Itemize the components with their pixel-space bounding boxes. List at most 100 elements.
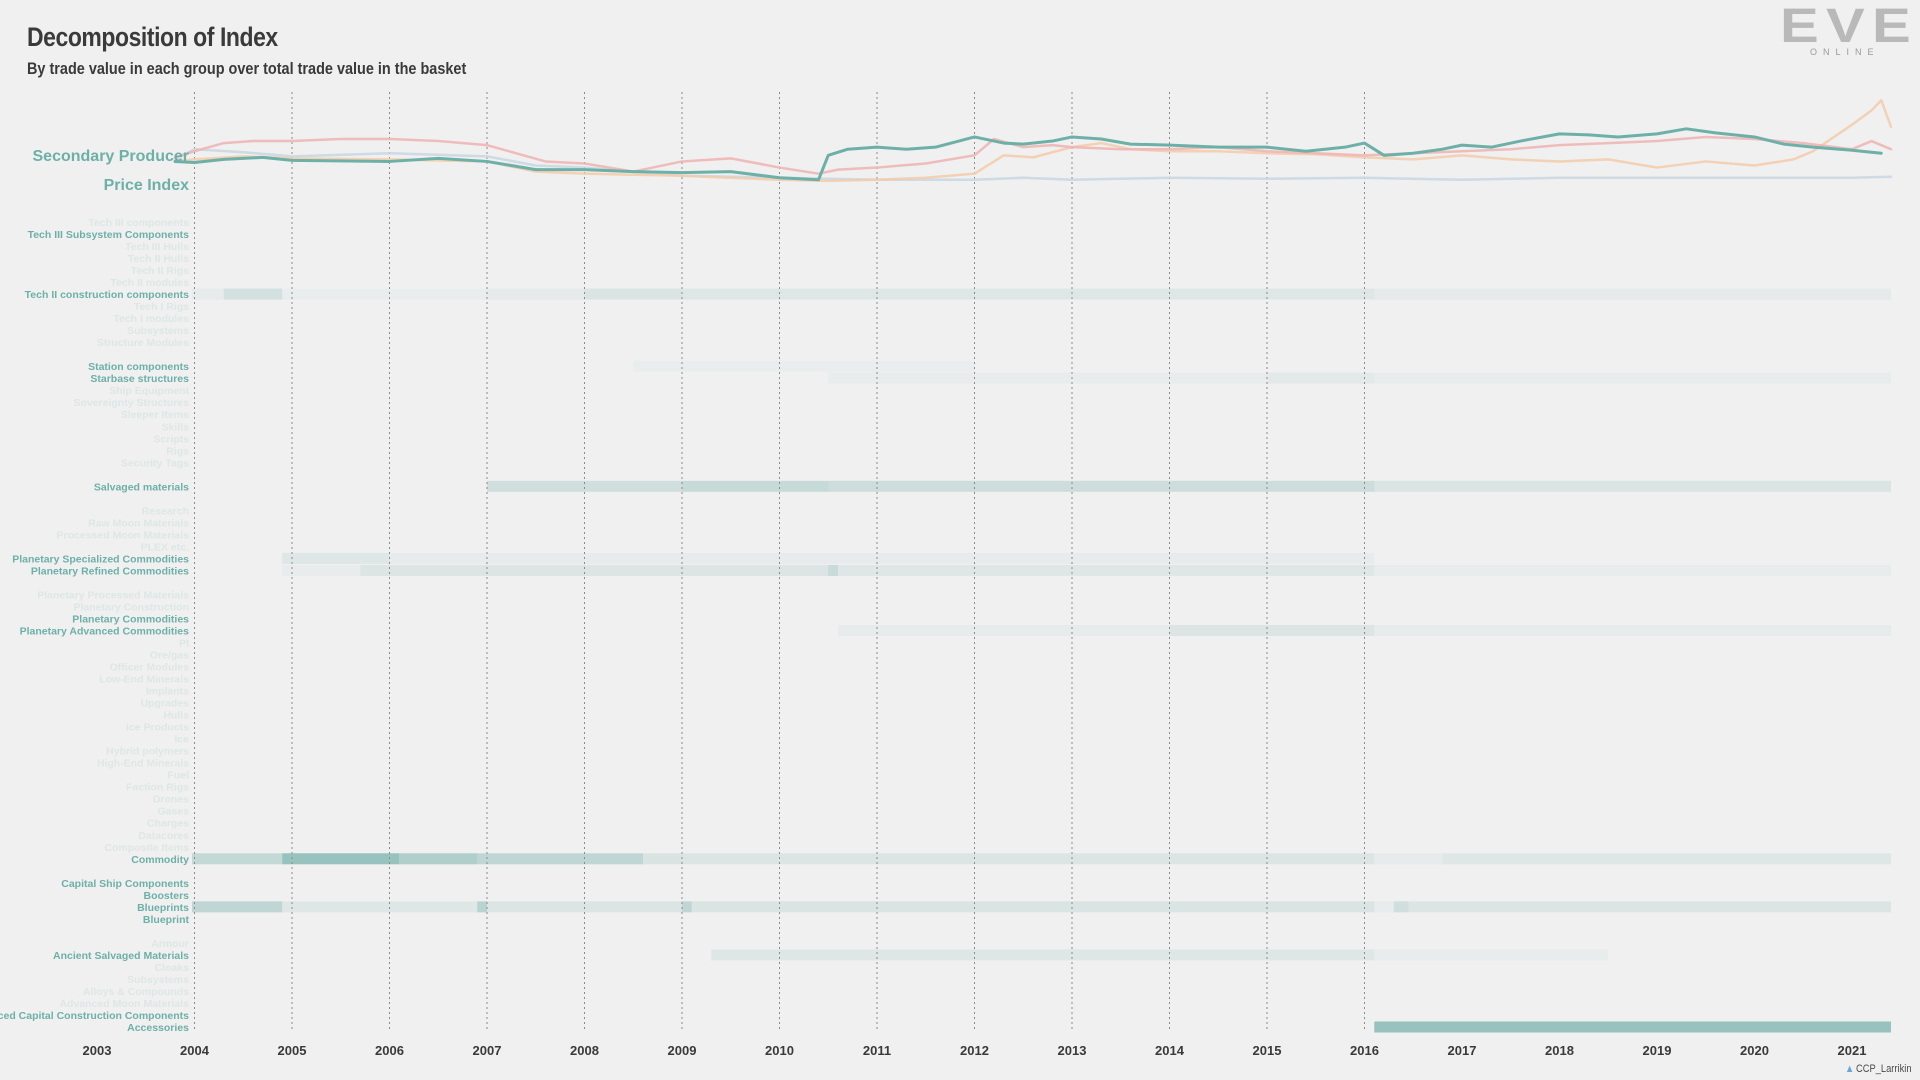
- line-chart-label: Secondary Producer Price Index: [33, 148, 190, 194]
- row-label: Planetary Commodities: [72, 613, 189, 625]
- row-label: Skills: [162, 421, 190, 433]
- logo-subtext: ONLINE: [1810, 47, 1880, 57]
- heatmap-cell: [192, 288, 224, 300]
- logo-text: EVE: [1780, 2, 1918, 53]
- heatmap-cell: [282, 289, 487, 300]
- heatmap-cell: [282, 901, 478, 913]
- price-index-lines: [173, 98, 1893, 183]
- x-tick-label: 2016: [1350, 1043, 1379, 1058]
- x-tick-label: 2014: [1155, 1043, 1185, 1058]
- index-series-line: [173, 135, 1893, 175]
- row-label: Hybrid polymers: [106, 746, 189, 758]
- heatmap-cell: [691, 901, 1375, 913]
- row-label: Research: [142, 505, 189, 517]
- row-label: Tech III components: [88, 217, 189, 229]
- line-chart-label: Secondary Producer: [33, 148, 190, 165]
- heatmap-cell: [682, 288, 1375, 300]
- row-label: Ice Products: [126, 722, 189, 734]
- x-axis: 2003 2004 2005 2006 2007 2008 2009 2010 2011 2012…: [83, 1043, 1867, 1058]
- row-label: Accessories: [127, 1022, 189, 1034]
- row-label: Composite Items: [104, 842, 189, 854]
- row-label: Raw Moon Materials: [88, 517, 189, 529]
- row-label: High-End Minerals: [97, 758, 189, 770]
- heatmap-cell: [1374, 564, 1891, 576]
- x-tick-label: 2021: [1838, 1043, 1867, 1058]
- heatmap-cell: [192, 853, 283, 865]
- heatmap-cells: [192, 288, 1891, 1033]
- row-label: Ancient Salvaged Materials: [53, 950, 189, 962]
- row-label: Tech I Rigs: [134, 301, 189, 313]
- heatmap-cell: [1408, 901, 1891, 913]
- row-label: Sleeper Items: [121, 409, 189, 421]
- row-label: Processed Moon Materials: [57, 529, 190, 541]
- x-tick-label: 2011: [863, 1043, 891, 1058]
- chart-title: Decomposition of Index: [27, 22, 278, 52]
- row-label: Ore/gas: [150, 650, 189, 662]
- x-tick-label: 2018: [1545, 1043, 1574, 1058]
- row-label: Boosters: [143, 890, 189, 902]
- heatmap-cell: [282, 853, 400, 865]
- heatmap-cell: [633, 361, 974, 372]
- eve-online-logo: EVE: [1780, 2, 1918, 53]
- heatmap-cell: [1374, 480, 1891, 492]
- row-label: Ship Equipment: [109, 385, 189, 397]
- heatmap-cell: [584, 288, 682, 300]
- row-label: Implants: [146, 686, 189, 698]
- row-label: Rigs: [166, 445, 189, 457]
- heatmap-cell: [282, 552, 390, 564]
- row-label: Tech I modules: [113, 313, 189, 325]
- x-tick-label: 2008: [570, 1043, 599, 1058]
- heatmap-cell: [192, 901, 283, 913]
- row-label: Fuel: [167, 770, 189, 782]
- row-label: PLEX etc.: [141, 541, 190, 553]
- heatmap-cell: [477, 901, 487, 913]
- x-tick-label: 2005: [278, 1043, 307, 1058]
- row-label: Hulls: [163, 710, 189, 722]
- heatmap-cell: [282, 564, 361, 576]
- x-tick-label: 2015: [1253, 1043, 1282, 1058]
- row-label: Security Tags: [121, 457, 189, 469]
- row-label: Planetary Advanced Commodities: [20, 626, 190, 638]
- row-label: Low-End Minerals: [99, 674, 189, 686]
- heatmap-cell: [1374, 949, 1609, 961]
- row-label: Gases: [157, 806, 189, 818]
- row-label: Planetary Refined Commodities: [31, 565, 189, 577]
- heatmap-cell: [1374, 625, 1891, 637]
- heatmap-cell: [1374, 853, 1443, 865]
- row-label: Subsystems: [127, 974, 189, 986]
- row-label: Blueprints: [137, 902, 189, 914]
- row-label: Station components: [88, 361, 189, 373]
- line-chart-label: Price Index: [104, 177, 189, 194]
- heatmap-cell: [711, 949, 1375, 961]
- row-label: Advanced Moon Materials: [59, 998, 189, 1010]
- row-label: Armour: [151, 938, 189, 950]
- year-gridlines: [194, 92, 1365, 1032]
- row-label: Salvaged materials: [94, 481, 189, 493]
- row-label: Structure Modules: [97, 337, 189, 349]
- heatmap-cell: [223, 288, 283, 300]
- x-tick-label: 2019: [1643, 1043, 1672, 1058]
- heatmap-cell: [1374, 901, 1394, 913]
- heatmap-cell: [828, 564, 838, 576]
- twitter-icon: ▲: [1845, 1063, 1855, 1075]
- x-tick-label: 2020: [1740, 1043, 1769, 1058]
- row-label: Tech II modules: [110, 277, 189, 289]
- row-label: Datacores: [138, 830, 189, 842]
- heatmap-cell: [1442, 853, 1891, 865]
- heatmap-cell: [838, 564, 1375, 576]
- heatmap-cell: [487, 480, 682, 492]
- chart-subtitle: By trade value in each group over total …: [27, 59, 467, 78]
- credit-handle: CCP_Larrikin: [1855, 1063, 1912, 1075]
- heatmap-cell: [1374, 1021, 1891, 1033]
- row-label: Blueprint: [143, 914, 190, 926]
- row-label: Planetary Construction: [73, 601, 189, 613]
- heatmap-cell: [1169, 625, 1375, 637]
- heatmap-cell: [1374, 288, 1891, 300]
- heatmap-cell: [1374, 372, 1891, 384]
- index-series-line: [173, 147, 1893, 182]
- heatmap-cell: [389, 552, 1375, 564]
- heatmap-cell: [682, 480, 829, 492]
- x-tick-label: 2004: [180, 1043, 210, 1058]
- x-tick-label: 2007: [473, 1043, 502, 1058]
